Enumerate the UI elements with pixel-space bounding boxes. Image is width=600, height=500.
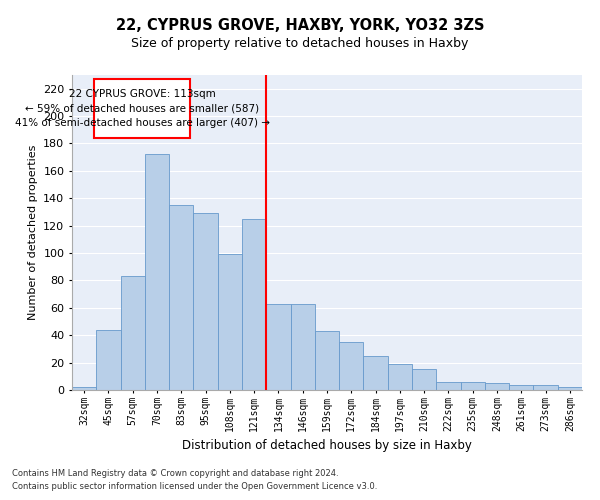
Bar	[96, 330, 121, 390]
Bar	[242, 219, 266, 390]
Bar	[72, 388, 96, 390]
Text: Contains public sector information licensed under the Open Government Licence v3: Contains public sector information licen…	[12, 482, 377, 491]
Bar	[290, 304, 315, 390]
Bar	[436, 382, 461, 390]
Bar	[169, 205, 193, 390]
Bar	[193, 214, 218, 390]
Bar	[315, 331, 339, 390]
Bar	[533, 384, 558, 390]
Text: 41% of semi-detached houses are larger (407) →: 41% of semi-detached houses are larger (…	[14, 118, 269, 128]
Bar	[94, 79, 190, 138]
Text: ← 59% of detached houses are smaller (587): ← 59% of detached houses are smaller (58…	[25, 104, 259, 114]
Text: 22 CYPRUS GROVE: 113sqm: 22 CYPRUS GROVE: 113sqm	[68, 89, 215, 99]
Bar	[558, 388, 582, 390]
Y-axis label: Number of detached properties: Number of detached properties	[28, 145, 38, 320]
Bar	[266, 304, 290, 390]
Bar	[364, 356, 388, 390]
Bar	[509, 384, 533, 390]
Bar	[218, 254, 242, 390]
Bar	[388, 364, 412, 390]
Text: Size of property relative to detached houses in Haxby: Size of property relative to detached ho…	[131, 38, 469, 51]
Bar	[121, 276, 145, 390]
Text: Contains HM Land Registry data © Crown copyright and database right 2024.: Contains HM Land Registry data © Crown c…	[12, 468, 338, 477]
Bar	[485, 383, 509, 390]
Bar	[461, 382, 485, 390]
Text: 22, CYPRUS GROVE, HAXBY, YORK, YO32 3ZS: 22, CYPRUS GROVE, HAXBY, YORK, YO32 3ZS	[116, 18, 484, 32]
Bar	[145, 154, 169, 390]
Bar	[339, 342, 364, 390]
Bar	[412, 370, 436, 390]
X-axis label: Distribution of detached houses by size in Haxby: Distribution of detached houses by size …	[182, 439, 472, 452]
